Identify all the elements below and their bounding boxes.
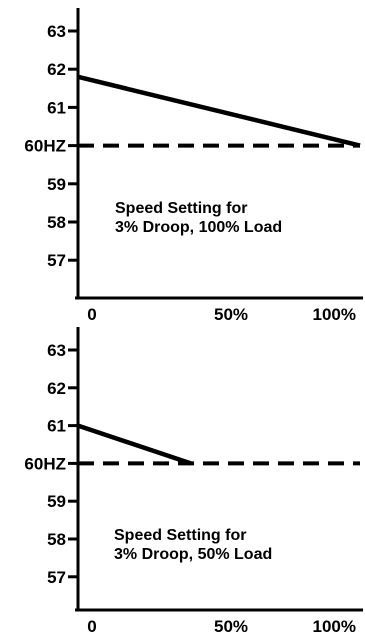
x-tick-label: 0	[87, 617, 96, 636]
x-tick-label: 100%	[313, 305, 356, 324]
y-tick-label: 57	[47, 251, 66, 270]
y-tick-label: 60HZ	[24, 454, 66, 473]
y-tick-label: 62	[47, 60, 66, 79]
chart-panel-2: 63 62 61 60HZ 59 58 57 0 50% 100% Speed Setting fo…	[24, 327, 363, 636]
y-tick-label: 58	[47, 213, 66, 232]
chart-panel-1: 63 62 61 60HZ 59 58 57 0 50% 100% Speed Setting fo…	[24, 8, 363, 324]
speed-droop-line	[77, 74, 361, 148]
y-tick-label: 60HZ	[24, 137, 66, 156]
x-tick-label: 50%	[214, 305, 248, 324]
annotation-line: Speed Setting for	[114, 527, 246, 544]
x-tick-label: 0	[87, 305, 96, 324]
x-tick-label: 50%	[214, 617, 248, 636]
y-tick-label: 61	[47, 417, 66, 436]
y-tick-label: 63	[47, 22, 66, 41]
y-tick-label: 63	[47, 341, 66, 360]
annotation-line: 3% Droop, 50% Load	[114, 546, 272, 563]
y-tick-label: 57	[47, 568, 66, 587]
speed-droop-line	[77, 423, 192, 466]
y-tick-label: 59	[47, 175, 66, 194]
annotation-line: Speed Setting for	[115, 200, 247, 217]
y-tick-label: 59	[47, 492, 66, 511]
annotation-line: 3% Droop, 100% Load	[115, 219, 282, 236]
y-tick-label: 61	[47, 98, 66, 117]
y-tick-label: 62	[47, 379, 66, 398]
x-tick-label: 100%	[313, 617, 356, 636]
y-tick-label: 58	[47, 530, 66, 549]
